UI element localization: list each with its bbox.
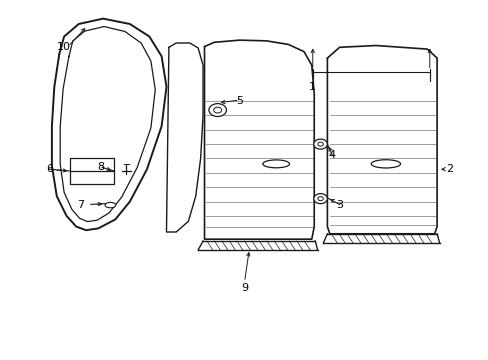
Circle shape bbox=[313, 139, 327, 149]
Ellipse shape bbox=[262, 160, 289, 168]
Text: 6: 6 bbox=[46, 164, 53, 174]
Text: 2: 2 bbox=[445, 164, 452, 174]
Circle shape bbox=[208, 104, 226, 117]
Text: 5: 5 bbox=[236, 96, 243, 106]
Text: 10: 10 bbox=[57, 42, 71, 52]
Text: 9: 9 bbox=[241, 283, 247, 293]
Text: 1: 1 bbox=[308, 82, 316, 92]
Ellipse shape bbox=[105, 202, 116, 208]
Text: 7: 7 bbox=[78, 200, 84, 210]
Bar bbox=[70, 158, 114, 184]
Ellipse shape bbox=[370, 160, 400, 168]
Circle shape bbox=[313, 194, 327, 204]
Text: 8: 8 bbox=[97, 162, 104, 172]
Text: 4: 4 bbox=[328, 150, 335, 160]
Text: 3: 3 bbox=[335, 200, 343, 210]
